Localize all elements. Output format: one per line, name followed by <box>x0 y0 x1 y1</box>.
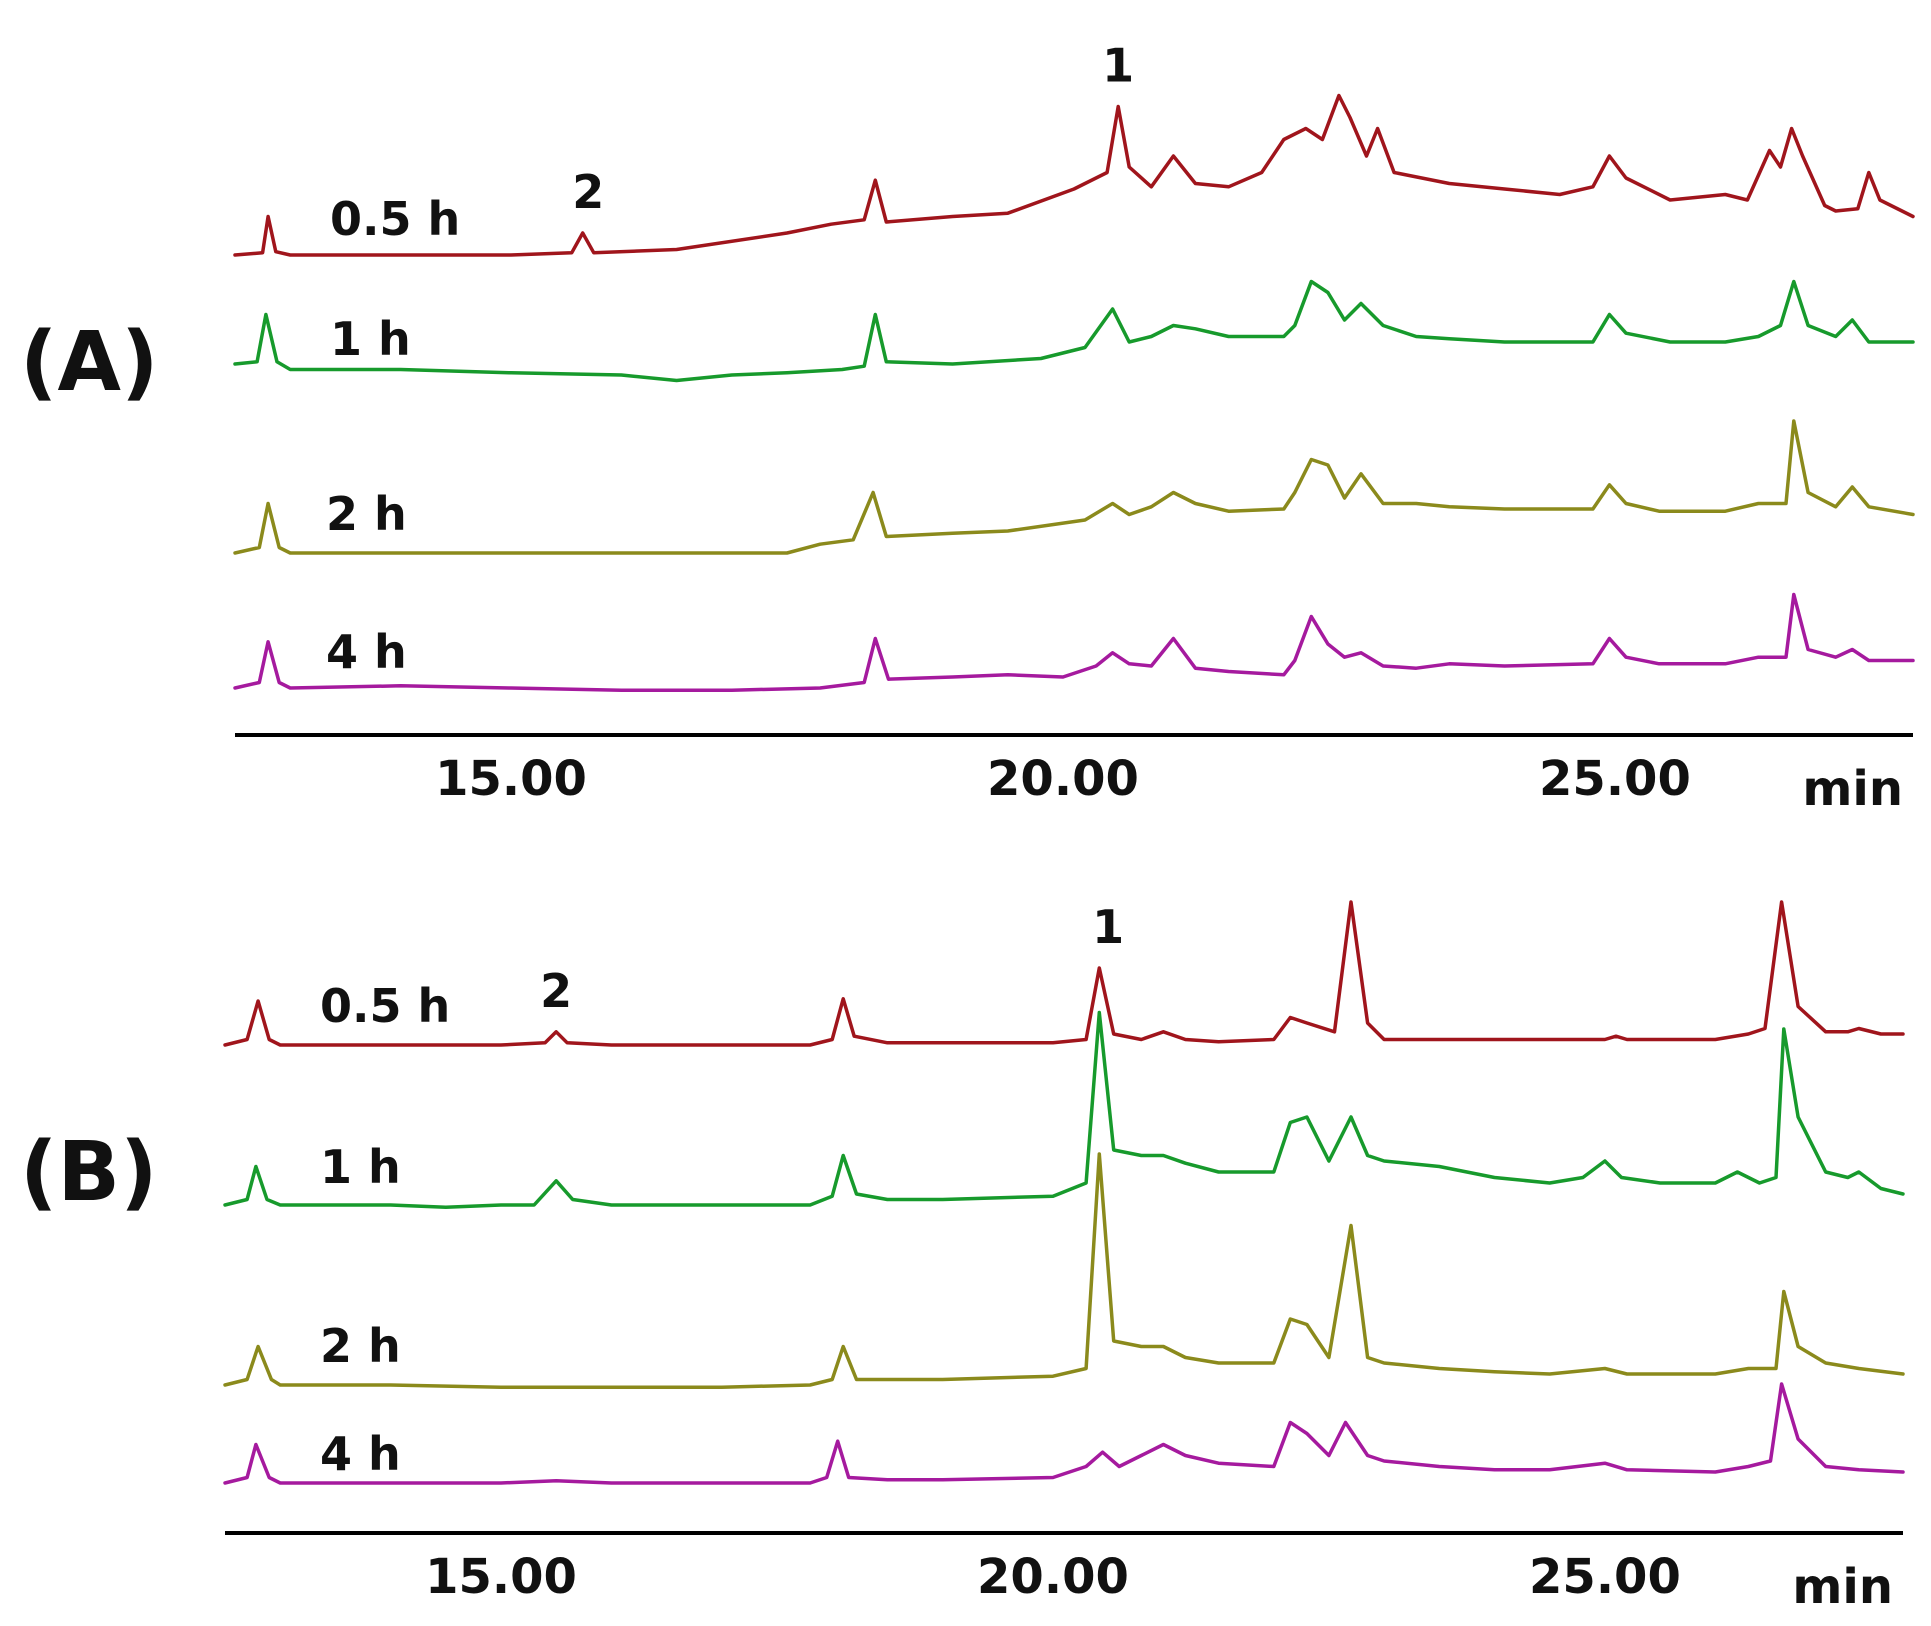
peak-label-2: 2 <box>572 165 604 219</box>
trace-label: 2 h <box>326 487 407 541</box>
trace-4-h-line <box>233 592 1915 692</box>
x-tick-label: 25.00 <box>1539 751 1691 807</box>
trace-label: 0.5 h <box>330 192 460 246</box>
peak-label-1: 1 <box>1102 39 1134 93</box>
panel-label: (B) <box>20 1125 157 1220</box>
x-tick-label: 15.00 <box>425 1549 577 1605</box>
x-tick-label: 25.00 <box>1529 1549 1681 1605</box>
x-tick-label: 15.00 <box>435 751 587 807</box>
trace-label: 1 h <box>320 1140 401 1194</box>
x-axis-unit-label: min <box>1792 1559 1893 1615</box>
panel-label: (A) <box>20 315 158 410</box>
panel-b: (B) 0.5 h 1 h 2 h 4 h 1 2 15.00 20.00 25.00 min <box>20 900 1905 1615</box>
peak-label-1: 1 <box>1092 900 1124 954</box>
trace-2-h-line <box>223 1152 1905 1389</box>
trace-2-h-line <box>233 419 1915 555</box>
trace-4-h-line <box>223 1382 1905 1485</box>
trace-label: 1 h <box>330 312 411 366</box>
trace-label: 2 h <box>320 1319 401 1373</box>
trace-1-h-line <box>233 279 1915 383</box>
trace-label: 4 h <box>320 1427 401 1481</box>
trace-0-5-h-line <box>223 900 1905 1047</box>
trace-1-h-line <box>223 1010 1905 1209</box>
x-tick-label: 20.00 <box>977 1549 1129 1605</box>
trace-label: 4 h <box>326 625 407 679</box>
x-axis-unit-label: min <box>1802 761 1903 817</box>
trace-0-5-h-line <box>233 93 1915 257</box>
trace-label: 0.5 h <box>320 979 450 1033</box>
peak-label-2: 2 <box>540 964 572 1018</box>
x-tick-label: 20.00 <box>987 751 1139 807</box>
panel-a: (A) 0.5 h 1 h 2 h 4 h 1 2 15.00 20.00 25.00 min <box>20 39 1915 817</box>
